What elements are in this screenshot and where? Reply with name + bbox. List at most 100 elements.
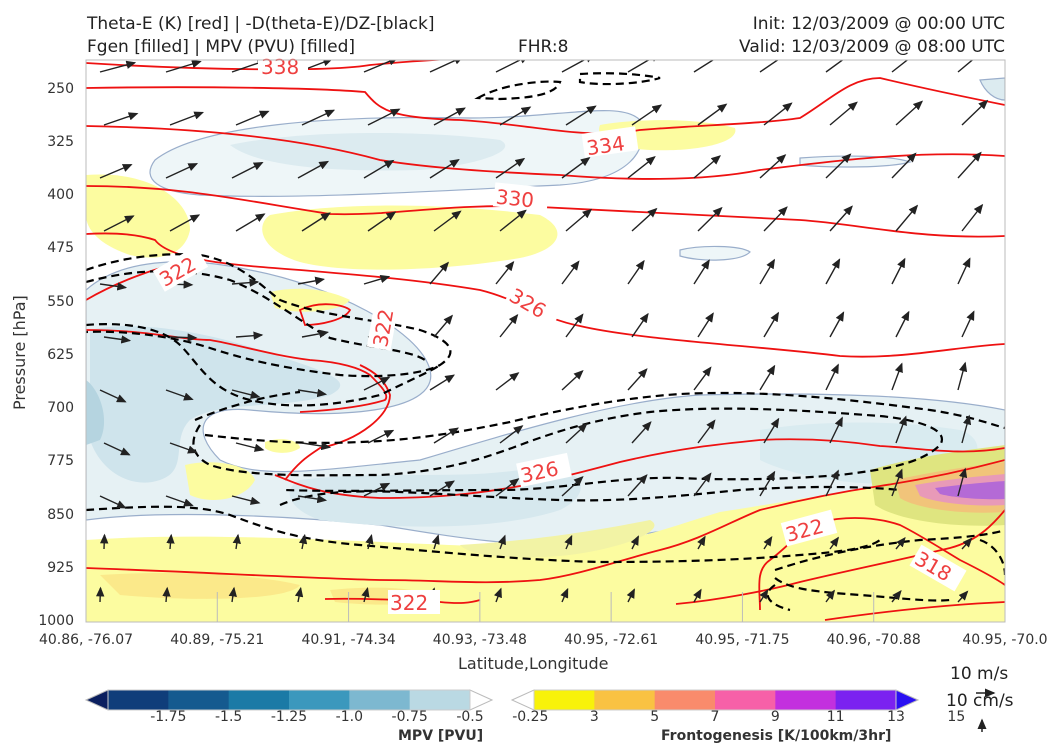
wind-vector (429, 480, 455, 497)
x-tick-marks (216, 592, 875, 622)
colorbar-segment (289, 690, 350, 710)
wind-vector (235, 110, 270, 126)
wind-vector (561, 476, 584, 497)
x-tick-label: 40.95, -70.0 (962, 632, 1048, 648)
chart-title-line-2: Fgen [filled] | MPV (PVU) [filled] (87, 37, 356, 57)
fgen-colorbar-label: Frontogenesis [K/100km/3hr] (661, 728, 892, 744)
wind-vector (759, 60, 779, 73)
wind-vector (495, 60, 530, 73)
wind-vector (169, 111, 205, 126)
x-tick-label: 40.91, -74.34 (301, 632, 396, 648)
wind-vector (169, 333, 198, 342)
wind-vector (495, 261, 515, 285)
x-tick-label: 40.95, -72.61 (564, 632, 659, 648)
contour-label-334: 334 (585, 131, 626, 160)
wind-vector (627, 368, 648, 391)
forecast-hour: FHR:8 (518, 37, 569, 57)
x-tick-label: 40.96, -70.88 (826, 632, 921, 648)
wind-vector (829, 311, 845, 338)
wind-vector (565, 208, 593, 232)
colorbar-tick-label: -1.75 (150, 709, 187, 725)
wind-vector (829, 101, 858, 126)
x-tick-label: 40.95, -71.75 (695, 632, 790, 648)
wind-vector (631, 207, 658, 232)
colorbar-segment (835, 690, 897, 710)
wind-vector (235, 331, 264, 340)
colorbar-extend-low (84, 689, 109, 711)
contour-label-322-bottom: 322 (390, 591, 428, 615)
wind-vector (626, 588, 635, 603)
wind-vector (301, 212, 331, 232)
wind-vector (231, 161, 264, 179)
colorbar-segment (168, 690, 230, 710)
wind-vector (294, 586, 304, 603)
wind-vector (297, 494, 328, 504)
wind-vector (825, 469, 839, 497)
colorbar-tick-label: -0.5 (456, 709, 484, 725)
wind-vector (169, 442, 198, 454)
wind-vector (433, 210, 462, 232)
wind-vector (495, 157, 526, 179)
init-time: Init: 12/03/2009 @ 00:00 UTC (752, 14, 1005, 34)
colorbar-segment (654, 690, 716, 710)
y-tick-label: 625 (47, 346, 74, 363)
wind-vector (627, 474, 648, 497)
y-tick-label: 325 (47, 133, 74, 150)
wind-vector (961, 310, 975, 338)
colorbar-tick-label: -1.25 (270, 709, 308, 725)
valid-time: Valid: 12/03/2009 @ 08:00 UTC (739, 37, 1005, 57)
wind-vector (759, 258, 776, 285)
x-tick-label: 40.89, -75.21 (170, 632, 265, 648)
wind-vector (825, 258, 841, 285)
wind-vector (301, 329, 329, 338)
wind-vector (165, 163, 199, 179)
wind-vector (895, 415, 907, 444)
wind-vector (365, 534, 374, 550)
wind-vector (631, 312, 649, 338)
wind-vector (697, 535, 706, 550)
wind-vector (891, 590, 902, 603)
wind-vector (232, 533, 241, 550)
wind-vector (891, 60, 909, 73)
colorbar-extend-high (469, 689, 494, 711)
wind-vector (693, 472, 712, 497)
colorbar-tick-label: 11 (826, 709, 845, 725)
wind-vector (565, 313, 584, 338)
wind-vector (165, 389, 194, 401)
wind-vector (169, 214, 201, 232)
wind-vector (297, 388, 328, 398)
contour-label-330: 330 (495, 185, 535, 213)
wind-vector (759, 470, 776, 497)
wind-vector (961, 203, 984, 232)
mpv-colorbar-label: MPV [PVU] (398, 728, 484, 744)
wind-vector (367, 429, 395, 444)
wind-vector (99, 282, 128, 291)
wind-vector (759, 154, 787, 179)
wind-vector (433, 314, 454, 338)
wind-vector (499, 106, 532, 126)
wind-vector (961, 414, 972, 444)
colorbar-tick-label: 5 (650, 709, 660, 725)
wind-vector (495, 478, 520, 497)
wind-vector (495, 372, 520, 391)
wind-vector (961, 99, 989, 126)
wind-vector (499, 425, 524, 444)
wind-vector (895, 100, 924, 126)
wind-vector (99, 389, 127, 403)
wind-vector (891, 362, 903, 391)
wind-vector (957, 151, 982, 179)
x-axis-label: Latitude,Longitude (458, 654, 609, 673)
wind-vector (829, 416, 843, 444)
wind-vector (165, 60, 202, 73)
y-tick-label: 925 (47, 559, 74, 576)
wind-vector (363, 159, 395, 179)
y-tick-label: 550 (47, 293, 74, 310)
wind-key-vertical-label: 10 cm/s (946, 691, 1014, 711)
colorbar-tick-label: 9 (770, 709, 780, 725)
wind-vector (627, 259, 645, 285)
colorbar-segment (409, 690, 471, 710)
wind-vector (763, 311, 780, 338)
colorbar-extend-high (895, 689, 920, 711)
wind-vector (957, 467, 968, 497)
